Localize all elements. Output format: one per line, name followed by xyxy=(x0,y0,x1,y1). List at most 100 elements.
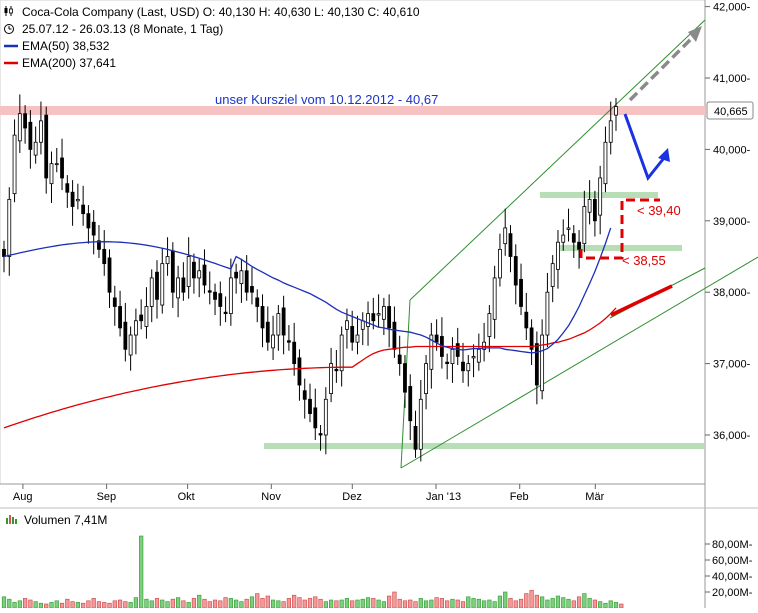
volume-bar xyxy=(445,600,450,609)
time-tick-label: Sep xyxy=(97,491,117,503)
volume-bar xyxy=(44,603,49,609)
ema200-legend-label: EMA(200) 37,641 xyxy=(22,56,116,70)
ema200-projection xyxy=(610,284,673,317)
volume-bar xyxy=(387,595,392,609)
candle xyxy=(376,294,381,328)
candlestick-icon xyxy=(4,6,13,16)
volume-bar xyxy=(561,597,566,609)
volume-bar xyxy=(329,599,334,609)
volume-bar xyxy=(497,595,503,609)
volume-bar xyxy=(144,598,149,609)
candle xyxy=(313,388,318,440)
candle xyxy=(128,326,133,371)
candle xyxy=(355,315,360,355)
volume-bar xyxy=(70,601,75,609)
lower-stop-label: < 38,55 xyxy=(622,253,666,268)
candle xyxy=(413,410,418,458)
volume-bar xyxy=(508,598,513,609)
volume-bar xyxy=(576,596,582,609)
volume-bar xyxy=(260,598,265,609)
candle xyxy=(23,105,28,144)
candle xyxy=(213,283,217,316)
volume-bar xyxy=(608,600,613,609)
support-zone xyxy=(264,443,704,449)
candle xyxy=(218,281,223,326)
volume-bar xyxy=(1,596,7,609)
price-tick-label: 41,000- xyxy=(713,73,751,85)
price-tick-label: 36,000- xyxy=(713,430,751,442)
volume-bar xyxy=(96,601,102,609)
volume-bar xyxy=(297,597,302,609)
volume-bar xyxy=(344,598,350,609)
volume-bar xyxy=(107,602,112,609)
candle xyxy=(540,319,545,400)
volume-bar xyxy=(133,597,138,609)
volume-bar xyxy=(186,602,191,609)
candle xyxy=(160,247,165,314)
volume-bar xyxy=(307,598,313,609)
candle xyxy=(424,355,428,410)
volume-tick-label: 60,00M- xyxy=(712,555,753,567)
volume-bar xyxy=(571,600,576,609)
volume-tick-label: 40,00M- xyxy=(712,571,753,583)
volume-bar xyxy=(613,602,619,609)
volume-bar xyxy=(75,602,80,609)
upper-trendline xyxy=(409,19,706,301)
volume-bar xyxy=(460,601,466,609)
candle xyxy=(192,253,196,294)
candle xyxy=(323,387,328,455)
date-range-label: 25.07.12 - 26.03.13 (8 Monate, 1 Tag) xyxy=(22,22,223,36)
volume-axis: 80,00M- 60,00M- 40,00M- 20,00M- xyxy=(705,539,753,599)
target-annotation: unser Kursziel vom 10.12.2012 - 40,67 xyxy=(215,92,438,107)
volume-bar xyxy=(255,593,260,609)
target-arrow-icon xyxy=(688,26,702,42)
volume-bar xyxy=(350,600,355,609)
candle xyxy=(566,208,571,242)
volume-label: Volumen 7,41M xyxy=(24,513,107,527)
volume-bar xyxy=(165,601,170,609)
time-tick-label: Feb xyxy=(510,491,529,503)
volume-bar xyxy=(265,595,270,609)
candle xyxy=(371,297,376,330)
volume-bar xyxy=(65,598,70,609)
volume-bar xyxy=(49,602,54,609)
candle xyxy=(197,258,202,298)
volume-tick-label: 20,00M- xyxy=(712,587,753,599)
volume-bar xyxy=(102,602,107,609)
time-tick-label: Mär xyxy=(585,491,604,503)
volume-bar xyxy=(38,602,44,609)
volume-bar xyxy=(313,596,318,609)
volume-bar xyxy=(603,602,608,609)
candle xyxy=(155,260,159,319)
volume-bar xyxy=(323,601,328,609)
time-tick-label: Jan '13 xyxy=(426,491,461,503)
candle xyxy=(286,325,291,351)
volume-bar xyxy=(286,598,291,609)
volume-bar xyxy=(492,601,497,609)
volume-bar xyxy=(181,600,186,609)
volume-bar xyxy=(207,601,212,609)
volume-bar xyxy=(302,599,307,609)
candle xyxy=(271,315,275,361)
volume-bar xyxy=(318,598,323,609)
ema50-line xyxy=(3,227,612,354)
candle xyxy=(70,180,75,226)
volume-bar xyxy=(202,598,207,609)
candle xyxy=(170,242,175,308)
candle xyxy=(529,319,534,366)
volume-bar xyxy=(176,597,181,609)
volume-bar xyxy=(392,591,397,609)
candle xyxy=(75,183,80,210)
candle xyxy=(381,297,386,336)
volume-bar xyxy=(123,601,128,609)
volume-bar xyxy=(503,591,508,609)
candle xyxy=(318,425,323,451)
candle xyxy=(86,205,91,244)
candle xyxy=(561,219,566,251)
volume-bar xyxy=(234,599,239,609)
candle xyxy=(144,287,149,339)
candle xyxy=(519,263,523,316)
candle xyxy=(524,292,529,341)
volume-bar xyxy=(471,598,476,609)
candle xyxy=(387,294,392,348)
